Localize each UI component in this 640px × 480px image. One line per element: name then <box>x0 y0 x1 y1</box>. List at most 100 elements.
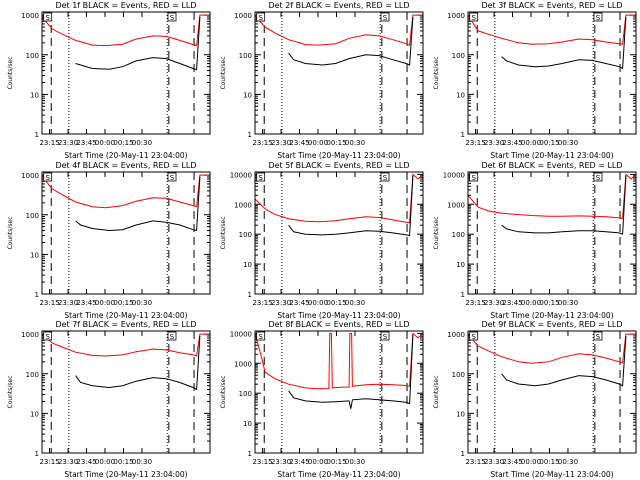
saa-marker-label: S <box>258 174 263 182</box>
lld-series-line <box>254 332 424 390</box>
x-axis-label: Start Time (20-May-11 23:04:00) <box>64 151 187 160</box>
x-tick-label: 23:15 <box>39 458 59 466</box>
x-tick-label: 23:30 <box>484 139 504 147</box>
y-tick-label: 10000 <box>230 330 252 338</box>
y-axis-label: Counts/sec <box>433 56 440 89</box>
x-tick-label: 00:30 <box>345 299 365 307</box>
panel-title: Det 2f BLACK = Events, RED = LLD <box>268 1 409 10</box>
saa-marker-label: S <box>258 333 263 341</box>
y-tick-label: 1000 <box>447 201 465 209</box>
y-tick-label: 1000 <box>447 12 465 20</box>
x-tick-label: 00:30 <box>558 458 578 466</box>
saa-marker-box <box>380 172 390 182</box>
x-tick-label: 00:15 <box>113 139 133 147</box>
panel-frame <box>254 11 424 135</box>
x-tick-label: 23:30 <box>58 139 78 147</box>
x-tick-label: 23:30 <box>58 299 78 307</box>
y-tick-label: 10 <box>243 91 252 99</box>
panel-title: Det 5f BLACK = Events, RED = LLD <box>268 161 409 170</box>
lld-series-line <box>467 333 635 364</box>
lld-series-line <box>254 173 424 224</box>
x-tick-label: 23:45 <box>76 299 96 307</box>
y-tick-label: 100 <box>239 231 252 239</box>
x-tick-label: 00:15 <box>539 299 559 307</box>
panel-title: Det 9f BLACK = Events, RED = LLD <box>481 320 622 329</box>
events-series-line <box>75 16 201 71</box>
x-tick-label: 00:15 <box>326 458 346 466</box>
detector-panel-5: Det 5f BLACK = Events, RED = LLD Counts/s… <box>220 161 424 320</box>
y-tick-label: 100 <box>452 231 465 239</box>
x-tick-label: 00:00 <box>521 458 541 466</box>
x-tick-label: 23:15 <box>465 458 485 466</box>
x-tick-label: 00:00 <box>521 139 541 147</box>
x-tick-label: 00:00 <box>521 299 541 307</box>
lld-series-line <box>467 173 637 219</box>
events-series-line <box>501 175 627 235</box>
x-tick-label: 23:45 <box>76 139 96 147</box>
saa-marker-box <box>256 331 266 341</box>
lld-series-line <box>41 174 209 209</box>
saa-marker-label: S <box>170 174 175 182</box>
x-tick-label: 23:45 <box>502 458 522 466</box>
y-tick-label: 10 <box>243 420 252 428</box>
saa-marker-box <box>167 331 177 341</box>
x-tick-label: 23:45 <box>289 458 309 466</box>
x-tick-label: 23:15 <box>252 458 272 466</box>
x-tick-label: 00:15 <box>113 299 133 307</box>
y-tick-label: 1 <box>35 291 39 299</box>
y-tick-label: 1 <box>461 450 465 458</box>
panel-frame <box>254 330 424 454</box>
x-tick-label: 00:00 <box>308 299 328 307</box>
x-tick-label: 00:15 <box>113 458 133 466</box>
saa-marker-box <box>380 331 390 341</box>
y-axis-label: Counts/sec <box>220 216 227 249</box>
saa-marker-box <box>593 12 603 22</box>
x-tick-label: 23:30 <box>58 458 78 466</box>
y-tick-label: 1000 <box>21 172 39 180</box>
x-tick-label: 00:00 <box>95 458 115 466</box>
x-tick-label: 00:30 <box>132 458 152 466</box>
y-tick-label: 1000 <box>234 201 252 209</box>
saa-marker-label: S <box>596 333 601 341</box>
saa-marker-label: S <box>45 174 50 182</box>
y-axis-label: Counts/sec <box>433 375 440 408</box>
y-tick-label: 10000 <box>443 171 465 179</box>
panel-title: Det 1f BLACK = Events, RED = LLD <box>55 1 196 10</box>
x-tick-label: 23:15 <box>252 139 272 147</box>
y-axis-label: Counts/sec <box>7 216 14 249</box>
events-series-line <box>75 176 201 232</box>
y-tick-label: 100 <box>239 390 252 398</box>
saa-marker-label: S <box>170 14 175 22</box>
detector-panel-9: Det 9f BLACK = Events, RED = LLD Counts/s… <box>433 320 637 479</box>
saa-marker-label: S <box>258 14 263 22</box>
panel-title: Det 6f BLACK = Events, RED = LLD <box>481 161 622 170</box>
y-axis-label: Counts/sec <box>220 56 227 89</box>
y-tick-label: 1000 <box>234 12 252 20</box>
x-axis-label: Start Time (20-May-11 23:04:00) <box>277 151 400 160</box>
saa-marker-box <box>256 12 266 22</box>
x-tick-label: 00:15 <box>539 139 559 147</box>
panel-frame <box>41 171 211 295</box>
x-tick-label: 23:45 <box>502 299 522 307</box>
events-series-line <box>288 175 414 237</box>
saa-marker-box <box>380 12 390 22</box>
panel-title: Det 7f BLACK = Events, RED = LLD <box>55 320 196 329</box>
x-tick-label: 23:15 <box>252 299 272 307</box>
x-tick-label: 00:15 <box>539 458 559 466</box>
y-tick-label: 10000 <box>230 171 252 179</box>
panel-frame <box>254 171 424 295</box>
y-tick-label: 100 <box>26 212 39 220</box>
saa-marker-box <box>469 172 479 182</box>
saa-marker-label: S <box>383 14 388 22</box>
x-tick-label: 23:15 <box>465 299 485 307</box>
y-tick-label: 10 <box>456 91 465 99</box>
x-tick-label: 23:45 <box>502 139 522 147</box>
x-axis-label: Start Time (20-May-11 23:04:00) <box>277 311 400 320</box>
x-tick-label: 00:15 <box>326 139 346 147</box>
y-tick-label: 1000 <box>21 331 39 339</box>
x-tick-label: 00:15 <box>326 299 346 307</box>
events-series-line <box>501 335 627 387</box>
saa-marker-box <box>593 172 603 182</box>
detector-panel-7: Det 7f BLACK = Events, RED = LLD Counts/s… <box>7 320 211 479</box>
y-axis-label: Counts/sec <box>220 375 227 408</box>
